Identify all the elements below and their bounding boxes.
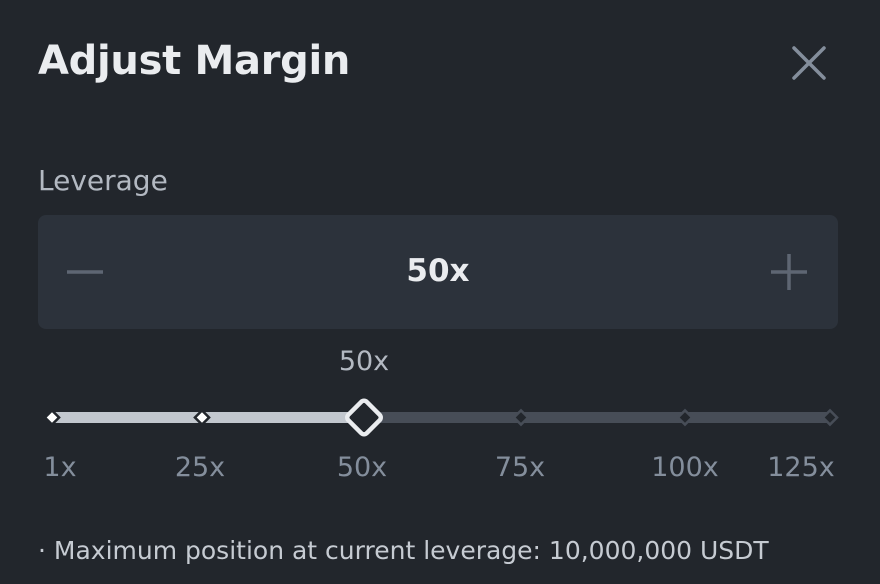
slider-tick-label[interactable]: 75x	[494, 452, 546, 483]
slider-tick-label[interactable]: 50x	[336, 452, 388, 483]
dialog-title: Adjust Margin	[38, 38, 351, 84]
plus-icon[interactable]	[769, 252, 809, 292]
slider-tick-label[interactable]: 1x	[43, 452, 77, 483]
slider-tick-mark[interactable]	[43, 408, 61, 427]
leverage-stepper: 50x	[38, 215, 838, 329]
slider-tick-mark[interactable]	[193, 408, 211, 427]
max-position-note: · Maximum position at current leverage: …	[38, 536, 769, 565]
slider-tick-label[interactable]: 125x	[767, 452, 835, 483]
close-icon[interactable]	[789, 43, 829, 83]
leverage-value[interactable]: 50x	[406, 253, 470, 289]
slider-tick-mark[interactable]	[821, 408, 839, 427]
slider-handle[interactable]	[345, 398, 383, 437]
slider-track[interactable]	[52, 412, 831, 423]
minus-icon[interactable]	[65, 252, 105, 292]
slider-tick-mark[interactable]	[512, 408, 530, 427]
leverage-label: Leverage	[38, 164, 168, 197]
slider-tick-label[interactable]: 25x	[174, 452, 226, 483]
slider-tick-label[interactable]: 100x	[651, 452, 719, 483]
slider-current-label: 50x	[338, 346, 390, 377]
leverage-slider[interactable]	[0, 390, 880, 445]
slider-tick-mark[interactable]	[676, 408, 694, 427]
